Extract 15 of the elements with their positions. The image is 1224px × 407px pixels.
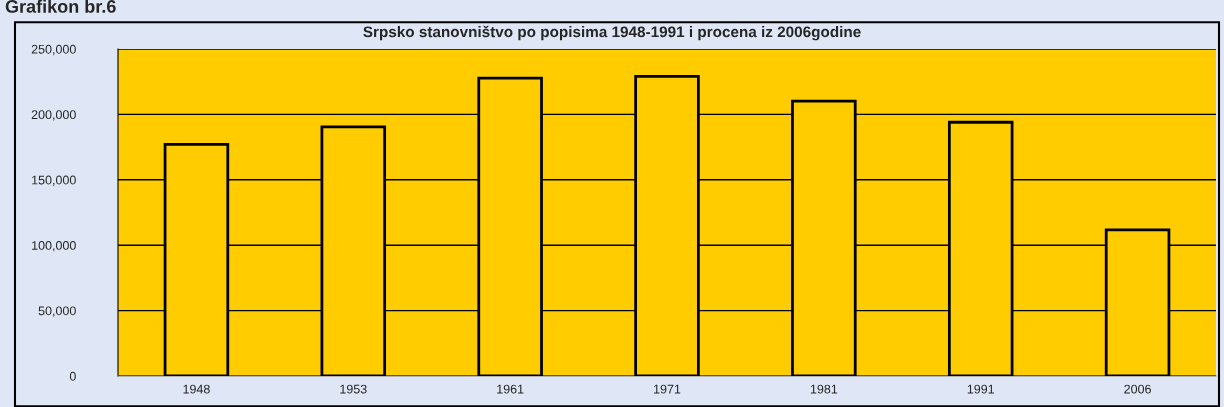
x-tick-label: 1971: [654, 384, 681, 394]
y-tick-label: 200,000: [31, 110, 76, 121]
x-tick-label: 1948: [183, 384, 210, 394]
x-tick-label: 1981: [810, 384, 838, 394]
x-tick-label: 1961: [497, 384, 524, 394]
y-tick-label: 50,000: [38, 306, 76, 317]
text: Grafikon br.6: [5, 0, 116, 13]
y-tick-label: 100,000: [32, 241, 76, 252]
y-tick-label: 250,000: [31, 44, 76, 56]
chart-title: Srpsko stanovništvo po popisima 1948-1991 i procena iz 2006godine: [363, 25, 861, 41]
y-tick-label: 0: [69, 371, 76, 381]
x-tick-label: 2006: [1124, 384, 1151, 394]
x-tick-label: 1991: [967, 384, 995, 394]
x-tick-label: 1953: [340, 384, 367, 394]
y-tick-label: 150,000: [32, 175, 76, 186]
